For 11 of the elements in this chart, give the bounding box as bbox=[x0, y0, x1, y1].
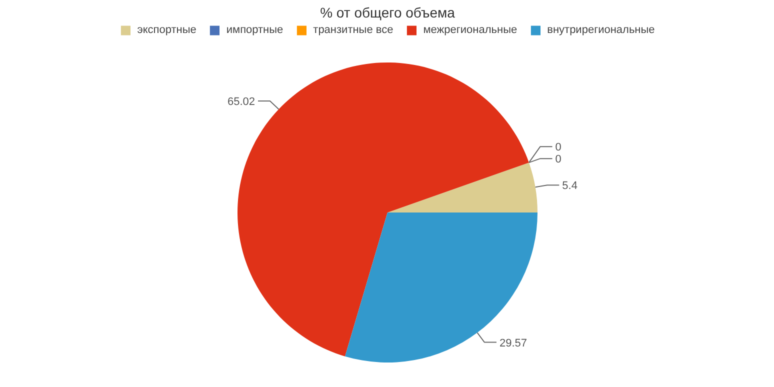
data-label: 5.4 bbox=[562, 180, 578, 192]
legend-label: экспортные bbox=[137, 24, 196, 36]
legend-label: внутрирегиональные bbox=[547, 24, 655, 36]
data-label: 29.57 bbox=[499, 337, 527, 350]
text: 0 bbox=[555, 142, 562, 154]
legend-label: импортные bbox=[226, 24, 284, 36]
text: 0 bbox=[555, 154, 562, 166]
chart-title: % от общего объема bbox=[320, 4, 456, 20]
data-label: 65.02 bbox=[227, 96, 256, 108]
legend-label: транзитные все bbox=[313, 24, 394, 36]
legend-label: межрегиональные bbox=[423, 24, 518, 36]
